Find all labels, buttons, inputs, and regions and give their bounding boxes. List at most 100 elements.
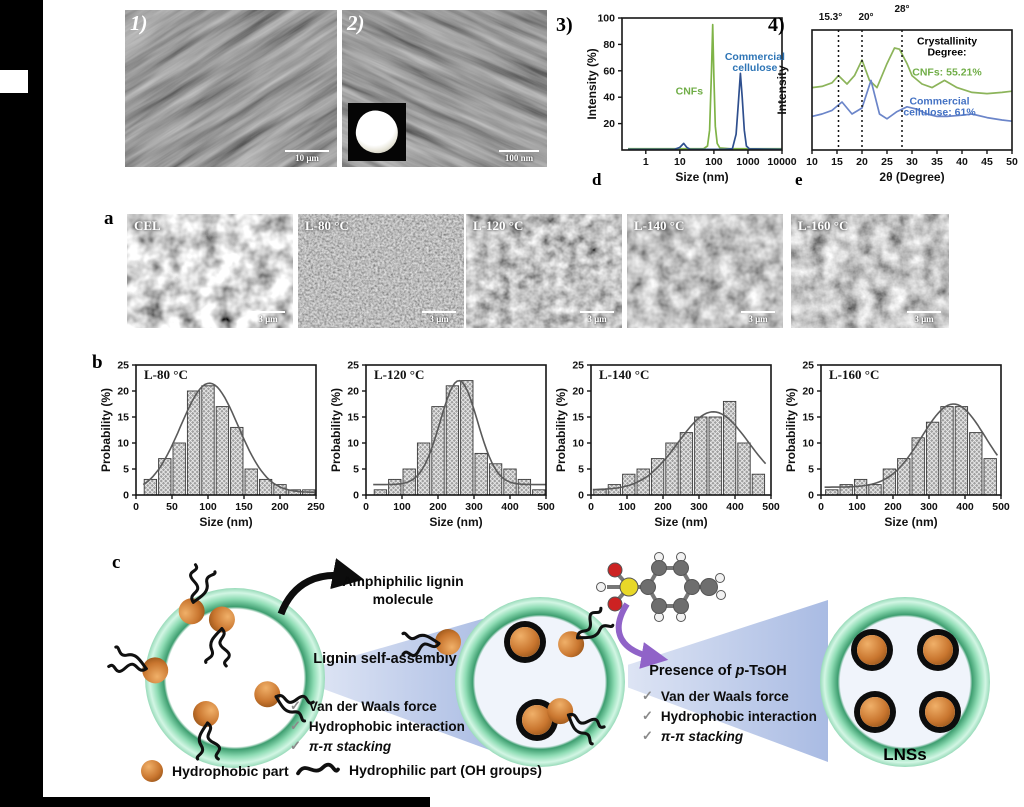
vesicle-circle-right (820, 597, 990, 767)
svg-text:100: 100 (393, 501, 411, 513)
svg-text:100: 100 (199, 501, 217, 513)
check-icon: ✓ (642, 688, 653, 703)
svg-text:100: 100 (705, 156, 723, 168)
dls-chart: 1 10 100 1000 10000 20 40 60 80 100 Size (nm) Inten… (585, 13, 797, 185)
svg-text:10000: 10000 (767, 156, 796, 168)
svg-text:Size (nm): Size (nm) (675, 170, 728, 184)
svg-text:10: 10 (802, 438, 814, 450)
scale-bar: 3 μm (251, 311, 285, 324)
viewer-notch (0, 70, 28, 93)
force-item: ✓ Van der Waals force (642, 688, 789, 704)
svg-text:20: 20 (802, 386, 814, 398)
force-item: ✓ π-π stacking (290, 738, 392, 754)
svg-text:15.3°: 15.3° (819, 12, 842, 23)
svg-text:Intensity: Intensity (775, 65, 789, 115)
svg-text:15: 15 (347, 412, 359, 424)
svg-text:Size (nm): Size (nm) (429, 515, 482, 529)
row-label-b: b (92, 352, 103, 373)
check-icon: ✓ (290, 718, 301, 733)
svg-text:5: 5 (808, 464, 814, 476)
svg-text:20: 20 (572, 386, 584, 398)
svg-text:60: 60 (603, 65, 615, 77)
powder-inset-photo (348, 103, 406, 161)
sem-tile-title: L-120 °C (473, 218, 524, 233)
svg-text:80: 80 (603, 39, 615, 51)
legend-hydrophobic: Hydrophobic part (141, 760, 289, 782)
svg-text:15: 15 (572, 412, 584, 424)
amphiphilic-label-line2: molecule (372, 591, 434, 607)
svg-text:10: 10 (806, 156, 818, 168)
svg-text:Size (nm): Size (nm) (199, 515, 252, 529)
svg-text:Intensity (%): Intensity (%) (585, 48, 599, 119)
panel-label-4: 4) (768, 14, 785, 36)
svg-text:Probability (%): Probability (%) (784, 388, 798, 472)
svg-text:40: 40 (603, 92, 615, 104)
scale-bar: 3 μm (907, 311, 941, 324)
svg-text:5: 5 (123, 464, 129, 476)
histogram-l160: 0 100 200 300 400 500 0 5 10 15 20 25 Size (nm) Proba… (784, 360, 1010, 530)
svg-text:25: 25 (802, 360, 814, 372)
viewer-bottom-bar (0, 797, 430, 807)
legend-hydrophilic: Hydrophilic part (OH groups) (296, 760, 542, 779)
check-icon: ✓ (290, 698, 301, 713)
micelle-sphere (860, 697, 890, 727)
svg-text:2θ (Degree): 2θ (Degree) (879, 170, 944, 184)
viewer-edge-bar (0, 0, 43, 807)
sem-tile-l140: L-140 °C 3 μm (627, 214, 783, 328)
svg-text:10: 10 (572, 438, 584, 450)
svg-text:0: 0 (808, 490, 814, 502)
micelle-sphere (510, 627, 540, 657)
svg-text:Probability (%): Probability (%) (99, 388, 113, 472)
scale-bar-1: 10 μm (285, 150, 329, 163)
svg-text:25: 25 (881, 156, 893, 168)
force-item: ✓ Hydrophobic interaction (290, 718, 465, 734)
forces-list-1: ✓ Van der Waals force ✓ Hydrophobic intera… (290, 696, 465, 756)
svg-text:L-140 °C: L-140 °C (599, 367, 649, 382)
svg-text:L-160 °C: L-160 °C (829, 367, 879, 382)
p-tsoh-molecule (596, 552, 726, 622)
check-icon: ✓ (642, 708, 653, 723)
micelle-sphere (925, 697, 955, 727)
svg-text:200: 200 (884, 501, 902, 513)
ptsoh-arrow-icon (615, 602, 669, 669)
svg-text:10: 10 (674, 156, 686, 168)
svg-text:400: 400 (726, 501, 744, 513)
svg-text:500: 500 (762, 501, 780, 513)
sem-tile-title: L-80 °C (305, 218, 349, 233)
scale-bar-label: 100 nm (504, 153, 534, 163)
svg-text:1000: 1000 (736, 156, 760, 168)
svg-text:400: 400 (956, 501, 974, 513)
svg-text:150: 150 (235, 501, 253, 513)
svg-text:200: 200 (654, 501, 672, 513)
force-item: ✓ Van der Waals force (290, 698, 437, 714)
force-item: ✓ Hydrophobic interaction (642, 708, 817, 724)
powder-blob (351, 106, 403, 158)
histogram-l140: 0 100 200 300 400 500 0 5 10 15 20 25 Size (nm) Proba… (554, 360, 780, 530)
step1-title: Lignin self-assembly (313, 651, 457, 667)
product-label: LNSs (883, 745, 927, 764)
panel-corner-d: d (592, 170, 602, 189)
svg-text:10: 10 (347, 438, 359, 450)
sem-image-fibers-1: 1) 10 μm (125, 10, 337, 167)
sem-tile-l120: L-120 °C 3 μm (466, 214, 622, 328)
svg-text:15: 15 (831, 156, 843, 168)
svg-text:20: 20 (117, 386, 129, 398)
callout-arrow-icon (277, 558, 365, 616)
svg-text:L-80 °C: L-80 °C (144, 367, 188, 382)
svg-text:1: 1 (643, 156, 649, 168)
hydrophobic-sphere-icon (141, 760, 163, 782)
svg-text:25: 25 (347, 360, 359, 372)
svg-text:15: 15 (117, 412, 129, 424)
svg-text:CNFs: 55.21%: CNFs: 55.21% (912, 67, 982, 79)
svg-text:10: 10 (117, 438, 129, 450)
svg-text:200: 200 (271, 501, 289, 513)
svg-text:0: 0 (578, 490, 584, 502)
svg-text:500: 500 (537, 501, 555, 513)
panel-corner-e: e (795, 170, 803, 189)
svg-text:Probability (%): Probability (%) (329, 388, 343, 472)
svg-text:300: 300 (465, 501, 483, 513)
scale-bar: 3 μm (580, 311, 614, 324)
